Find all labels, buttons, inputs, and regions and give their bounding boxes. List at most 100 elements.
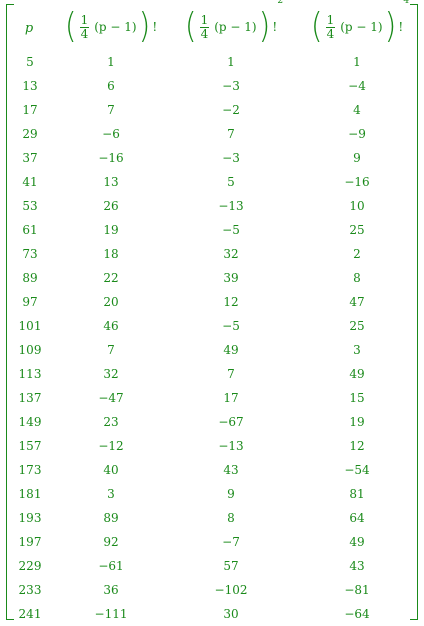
header-factorial-squared: ( 1 4 (p − 1) ) ! 2 xyxy=(176,0,286,50)
cell-factorial-squared: 57 xyxy=(223,559,239,573)
cell-factorial-squared: −7 xyxy=(222,535,240,549)
cell-p: 149 xyxy=(18,415,42,429)
cell-p: 13 xyxy=(22,79,38,93)
cell-factorial: 36 xyxy=(103,583,119,597)
cell-p: 113 xyxy=(18,367,42,381)
cell-p: 233 xyxy=(18,583,42,597)
cell-p: 17 xyxy=(22,103,38,117)
cell-factorial-fourth: 2 xyxy=(353,247,361,261)
cell-factorial-fourth: 3 xyxy=(353,343,361,357)
exponent-4: 4 xyxy=(403,0,410,6)
cell-factorial: 20 xyxy=(103,295,119,309)
cell-factorial-fourth: 19 xyxy=(349,415,365,429)
cell-factorial-squared: −5 xyxy=(222,223,240,237)
table-row: 41 13 5 −16 xyxy=(6,170,418,194)
table-row: 89 22 39 8 xyxy=(6,266,418,290)
table-row: 17 7 −2 4 xyxy=(6,98,418,122)
fraction: 1 4 xyxy=(79,12,90,41)
right-bracket xyxy=(410,4,418,620)
left-bracket xyxy=(6,4,14,620)
cell-factorial-squared: −67 xyxy=(218,415,244,429)
cell-factorial: 40 xyxy=(103,463,119,477)
cell-factorial: −12 xyxy=(98,439,124,453)
cell-factorial-squared: 49 xyxy=(223,343,239,357)
cell-factorial: 23 xyxy=(103,415,119,429)
cell-factorial: 6 xyxy=(107,79,115,93)
cell-factorial-fourth: 10 xyxy=(349,199,365,213)
cell-p: 73 xyxy=(22,247,38,261)
cell-factorial-squared: 1 xyxy=(227,55,235,69)
cell-factorial: 13 xyxy=(103,175,119,189)
factorial-squared-expression: ( 1 4 (p − 1) ) ! 2 xyxy=(184,0,283,47)
open-paren: ( xyxy=(184,6,197,47)
table-row: 5 1 1 1 xyxy=(6,50,418,74)
table-row: 73 18 32 2 xyxy=(6,242,418,266)
cell-p: 41 xyxy=(22,175,38,189)
header-factorial: ( 1 4 (p − 1) ) ! xyxy=(58,4,164,50)
table-row: 149 23 −67 19 xyxy=(6,410,418,434)
cell-factorial: 1 xyxy=(107,55,115,69)
table-row: 157 −12 −13 12 xyxy=(6,434,418,458)
cell-p: 29 xyxy=(22,127,38,141)
cell-factorial-squared: −13 xyxy=(218,199,244,213)
header-factorial-fourth: ( 1 4 (p − 1) ) ! 4 xyxy=(301,0,413,50)
open-paren: ( xyxy=(310,6,323,47)
cell-factorial-fourth: 49 xyxy=(349,535,365,549)
table-row: 113 32 7 49 xyxy=(6,362,418,386)
cell-factorial-fourth: 9 xyxy=(353,151,361,165)
table-row: 29 −6 7 −9 xyxy=(6,122,418,146)
table-row: 61 19 −5 25 xyxy=(6,218,418,242)
cell-factorial-squared: 7 xyxy=(227,127,235,141)
cell-factorial-squared: −3 xyxy=(222,151,240,165)
matrix-header-row: p ( 1 4 (p − 1) ) ! ( 1 4 (p − 1) xyxy=(6,0,418,50)
fraction: 1 4 xyxy=(199,12,210,41)
cell-factorial-squared: 39 xyxy=(223,271,239,285)
inner-expression: (p − 1) xyxy=(340,20,383,34)
cell-factorial-fourth: −4 xyxy=(348,79,366,93)
table-row: 197 92 −7 49 xyxy=(6,530,418,554)
cell-factorial-fourth: −54 xyxy=(344,463,370,477)
cell-factorial-fourth: −81 xyxy=(344,583,370,597)
cell-p: 173 xyxy=(18,463,42,477)
table-row: 13 6 −3 −4 xyxy=(6,74,418,98)
cell-factorial-fourth: 8 xyxy=(353,271,361,285)
cell-p: 37 xyxy=(22,151,38,165)
factorial-expression: ( 1 4 (p − 1) ) ! xyxy=(64,6,157,47)
cell-factorial: −6 xyxy=(102,127,120,141)
cell-factorial-fourth: −64 xyxy=(344,607,370,621)
table-row: 37 −16 −3 9 xyxy=(6,146,418,170)
open-paren: ( xyxy=(64,6,77,47)
cell-factorial-fourth: 4 xyxy=(353,103,361,117)
cell-factorial-squared: −5 xyxy=(222,319,240,333)
cell-factorial-fourth: 1 xyxy=(353,55,361,69)
cell-factorial-squared: −3 xyxy=(222,79,240,93)
factorial-sign: ! xyxy=(398,20,404,34)
cell-p: 109 xyxy=(18,343,42,357)
cell-p: 193 xyxy=(18,511,42,525)
cell-factorial-fourth: 12 xyxy=(349,439,365,453)
cell-factorial-fourth: 81 xyxy=(349,487,365,501)
cell-factorial: 89 xyxy=(103,511,119,525)
cell-factorial: −111 xyxy=(94,607,128,621)
cell-factorial: 22 xyxy=(103,271,119,285)
cell-factorial: 3 xyxy=(107,487,115,501)
cell-factorial-fourth: 25 xyxy=(349,223,365,237)
cell-factorial-squared: 7 xyxy=(227,367,235,381)
table-row: 101 46 −5 25 xyxy=(6,314,418,338)
cell-factorial: −47 xyxy=(98,391,124,405)
cell-p: 53 xyxy=(22,199,38,213)
cell-factorial: 7 xyxy=(107,343,115,357)
table-row: 181 3 9 81 xyxy=(6,482,418,506)
table-row: 137 −47 17 15 xyxy=(6,386,418,410)
fraction: 1 4 xyxy=(325,12,336,41)
table-row: 53 26 −13 10 xyxy=(6,194,418,218)
cell-factorial: −16 xyxy=(98,151,124,165)
table-row: 233 36 −102 −81 xyxy=(6,578,418,602)
cell-factorial: 18 xyxy=(103,247,119,261)
cell-factorial-squared: −102 xyxy=(214,583,248,597)
close-paren: ) xyxy=(258,6,271,47)
cell-factorial-squared: 43 xyxy=(223,463,239,477)
cell-factorial-squared: 9 xyxy=(227,487,235,501)
cell-factorial-fourth: 43 xyxy=(349,559,365,573)
factorial-sign: ! xyxy=(272,20,278,34)
